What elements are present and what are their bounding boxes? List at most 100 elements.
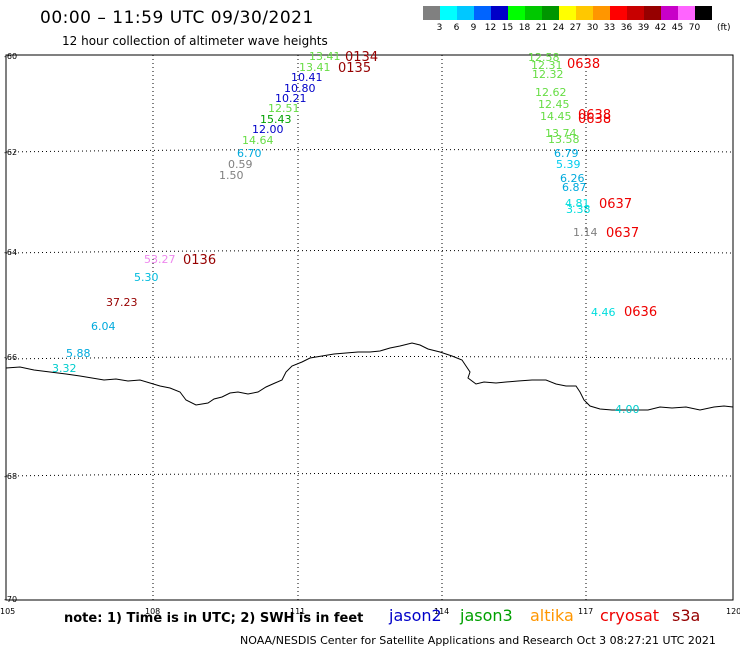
wave-height-label: 12.45 [538, 98, 570, 111]
wave-height-label: 4.46 [591, 306, 616, 319]
parallel-line [5, 250, 734, 254]
lat-label: -70 [4, 595, 17, 604]
legend-unit-label: (ft) [717, 23, 731, 33]
lon-label: 120 [726, 607, 740, 616]
wave-height-label: 12.32 [532, 68, 564, 81]
satellite-s3a: s3a [672, 606, 701, 625]
wave-height-label: 13.41 [299, 61, 331, 74]
wave-height-label: 12.51 [268, 102, 300, 115]
wave-height-label: 4.00 [615, 403, 640, 416]
legend-swatch [559, 6, 576, 20]
lat-label: -64 [4, 248, 17, 257]
wave-height-label: 6.87 [562, 181, 587, 194]
map-subtitle: 12 hour collection of altimeter wave hei… [62, 34, 328, 48]
legend-label: 21 [535, 23, 548, 33]
legend-label: 24 [552, 23, 565, 33]
legend-label: 39 [637, 23, 650, 33]
wave-height-label: 1.14 [573, 226, 598, 239]
pass-time-label: 0134 [345, 50, 378, 65]
wave-height-label: 6.70 [237, 147, 262, 160]
wave-height-label: 15.43 [260, 113, 292, 126]
legend-label: 33 [603, 23, 616, 33]
pass-time-label: 0638 [578, 108, 611, 123]
legend-swatch [508, 6, 525, 20]
legend-label: 3 [436, 23, 443, 33]
pass-time-label: 0638 [567, 57, 600, 72]
pass-time-label: 0638 [578, 112, 611, 127]
wave-height-label: 12.62 [535, 86, 567, 99]
wave-height-label: 6.26 [560, 172, 585, 185]
legend-swatch [525, 6, 542, 20]
wave-height-label: 10.21 [275, 92, 307, 105]
wave-height-label: 14.64 [242, 134, 274, 147]
lon-label: 108 [145, 607, 160, 616]
satellite-jason3: jason3 [460, 606, 513, 625]
wave-height-label: 13.58 [548, 133, 580, 146]
lon-label: 114 [434, 607, 449, 616]
legend-swatch [542, 6, 559, 20]
map-title: 00:00 – 11:59 UTC 09/30/2021 [40, 8, 314, 28]
parallel-line [5, 473, 734, 477]
legend-label: 15 [501, 23, 514, 33]
wave-height-label: 6.04 [91, 320, 116, 333]
legend-swatch [593, 6, 610, 20]
legend-swatch [695, 6, 712, 20]
wave-height-label: 3.38 [566, 203, 591, 216]
wave-height-label: 5.88 [66, 347, 91, 360]
legend-swatch [576, 6, 593, 20]
legend-swatch [661, 6, 678, 20]
legend-swatch [491, 6, 508, 20]
legend-label: 9 [470, 23, 477, 33]
legend-label: 70 [688, 23, 701, 33]
wave-height-label: 12.00 [252, 123, 284, 136]
wave-height-label: 12.58 [528, 51, 560, 64]
antarctic-coastline [5, 342, 734, 411]
lat-label: -62 [4, 148, 17, 157]
pass-time-label: 0136 [183, 253, 216, 268]
lon-label: 117 [578, 607, 593, 616]
wave-height-label: 3.32 [52, 362, 77, 375]
wave-height-label: 5.39 [556, 158, 581, 171]
wave-height-label: 13.74 [545, 127, 577, 140]
satellite-cryosat: cryosat [600, 606, 660, 625]
legend-swatch [610, 6, 627, 20]
wave-height-label: 10.80 [284, 82, 316, 95]
footer-note: note: 1) Time is in UTC; 2) SWH is in fe… [64, 611, 364, 626]
lat-label: -66 [4, 353, 17, 362]
wave-height-label: 5.30 [134, 271, 159, 284]
lat-label: -68 [4, 472, 17, 481]
credit-line: NOAA/NESDIS Center for Satellite Applica… [240, 634, 716, 647]
map-frame [5, 54, 734, 601]
pass-time-label: 0637 [599, 197, 632, 212]
wave-height-label: 14.45 [540, 110, 572, 123]
wave-height-label: 13.41 [309, 50, 341, 63]
wave-height-label: 6.79 [554, 147, 579, 160]
wave-height-label: 37.23 [106, 296, 138, 309]
satellite-altika: altika [530, 606, 574, 625]
legend-swatch [627, 6, 644, 20]
wave-height-label: 4.81 [565, 197, 590, 210]
lon-label: 111 [290, 607, 305, 616]
parallel-line [5, 356, 734, 360]
legend-swatch [440, 6, 457, 20]
graticule [5, 55, 734, 600]
legend-swatch [423, 6, 440, 20]
legend-swatch [457, 6, 474, 20]
legend-label: 36 [620, 23, 633, 33]
wave-height-label: 1.50 [219, 169, 244, 182]
parallel-line [5, 149, 734, 153]
legend-label: 18 [518, 23, 531, 33]
wave-height-label: 53.27 [144, 253, 176, 266]
pass-time-label: 0135 [338, 61, 371, 76]
lat-label: -60 [4, 52, 17, 61]
wave-height-labels: 13.41 13.41 10.41 10.80 10.21 12.51 15.4… [52, 50, 640, 416]
legend-swatch [644, 6, 661, 20]
pass-time-labels: 0134 0135 0136 0638 0638 0638 0637 0637 … [183, 50, 657, 320]
legend-label: 27 [569, 23, 582, 33]
satellite-jason2: jason2 [389, 606, 442, 625]
legend-swatch [678, 6, 695, 20]
legend-label: 30 [586, 23, 599, 33]
lon-label: 105 [0, 607, 15, 616]
wave-height-label: 0.59 [228, 158, 253, 171]
